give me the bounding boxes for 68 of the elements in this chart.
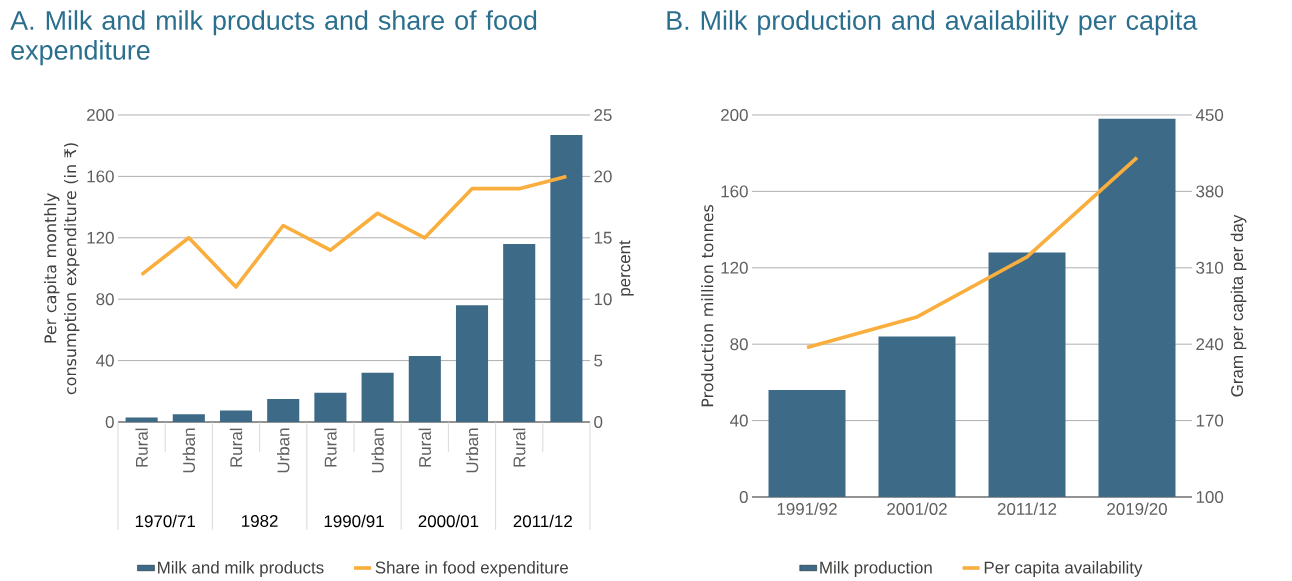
y2-tick-label: 5 bbox=[594, 354, 603, 367]
y-tick-label: 160 bbox=[87, 170, 114, 183]
y2-tick-label: 25 bbox=[594, 108, 612, 121]
legend-label: Per capita availability bbox=[984, 561, 1143, 577]
y-tick-label: 40 bbox=[730, 414, 748, 427]
chart-title: B. Milk production and availability per capita bbox=[667, 10, 1198, 36]
x-tick-label: Rural bbox=[418, 428, 432, 467]
y-tick-label: 160 bbox=[721, 185, 748, 198]
y-tick-label: 80 bbox=[96, 293, 114, 306]
x-tick-label: Rural bbox=[135, 428, 148, 467]
bar bbox=[878, 336, 956, 497]
bar bbox=[219, 410, 253, 422]
y-tick-label: 80 bbox=[730, 338, 748, 351]
y2-axis-title: percent bbox=[619, 240, 634, 296]
y-tick-label: 40 bbox=[96, 354, 114, 367]
x-tick-label: Urban bbox=[182, 428, 196, 473]
y-tick-label: 200 bbox=[721, 108, 748, 121]
x-tick-label: 2019/20 bbox=[1107, 502, 1167, 515]
bar bbox=[408, 355, 441, 422]
legend-label: Milk and milk products bbox=[158, 561, 324, 577]
y2-tick-label: 15 bbox=[594, 231, 612, 244]
y2-tick-label: 170 bbox=[1196, 414, 1224, 427]
text: 1982 bbox=[242, 514, 278, 527]
bar bbox=[125, 417, 158, 422]
x-tick-label: 2011/12 bbox=[997, 502, 1057, 515]
x-tick-label: Urban bbox=[371, 428, 384, 473]
x-tick-label: Rural bbox=[229, 428, 243, 467]
y2-axis-title: Gram per capita per day bbox=[1230, 214, 1247, 397]
y-axis-title: Production million tonnes bbox=[701, 204, 714, 407]
y2-tick-label: 0 bbox=[594, 415, 603, 428]
bar bbox=[503, 243, 536, 422]
y-tick-label: 200 bbox=[87, 108, 114, 121]
y-tick-label: 120 bbox=[721, 261, 748, 274]
y-tick-label: 120 bbox=[87, 231, 114, 244]
line-series bbox=[139, 174, 569, 289]
text: 1990/91 bbox=[324, 514, 384, 528]
y-axis-title: Per capita monthly consumption expenditure (in ₹) bbox=[44, 143, 80, 395]
bar bbox=[314, 392, 347, 422]
text: 2011/12 bbox=[513, 514, 572, 528]
y2-tick-label: 20 bbox=[594, 170, 612, 183]
line-series bbox=[805, 155, 1139, 350]
text: 1970/71 bbox=[135, 514, 195, 528]
chart-title: A. Milk and milk products and share of food expenditure bbox=[10, 10, 537, 66]
text: 2000/01 bbox=[418, 514, 479, 528]
y2-tick-label: 380 bbox=[1196, 185, 1224, 198]
bar bbox=[988, 252, 1066, 497]
bar bbox=[768, 390, 846, 497]
legend-label: Share in food expenditure bbox=[375, 561, 568, 577]
y2-tick-label: 240 bbox=[1196, 338, 1224, 351]
x-tick-label: 2001/02 bbox=[887, 502, 947, 515]
y2-tick-label: 310 bbox=[1196, 261, 1224, 274]
bar bbox=[455, 305, 489, 422]
y2-tick-label: 100 bbox=[1196, 490, 1224, 503]
bar bbox=[267, 398, 300, 422]
y2-tick-label: 450 bbox=[1195, 108, 1224, 121]
legend-label: Milk production bbox=[820, 561, 932, 577]
bar bbox=[361, 372, 394, 422]
bar bbox=[1098, 118, 1176, 497]
bar bbox=[172, 414, 205, 422]
y-tick-label: 0 bbox=[739, 490, 748, 503]
x-tick-label: Urban bbox=[465, 428, 479, 473]
y2-tick-label: 10 bbox=[594, 293, 612, 306]
x-tick-label: 1991/92 bbox=[777, 502, 837, 515]
y-tick-label: 0 bbox=[105, 415, 114, 428]
x-tick-label: Rural bbox=[324, 428, 337, 467]
x-tick-label: Urban bbox=[277, 428, 290, 473]
x-tick-label: Rural bbox=[513, 428, 526, 467]
bar bbox=[550, 134, 583, 422]
